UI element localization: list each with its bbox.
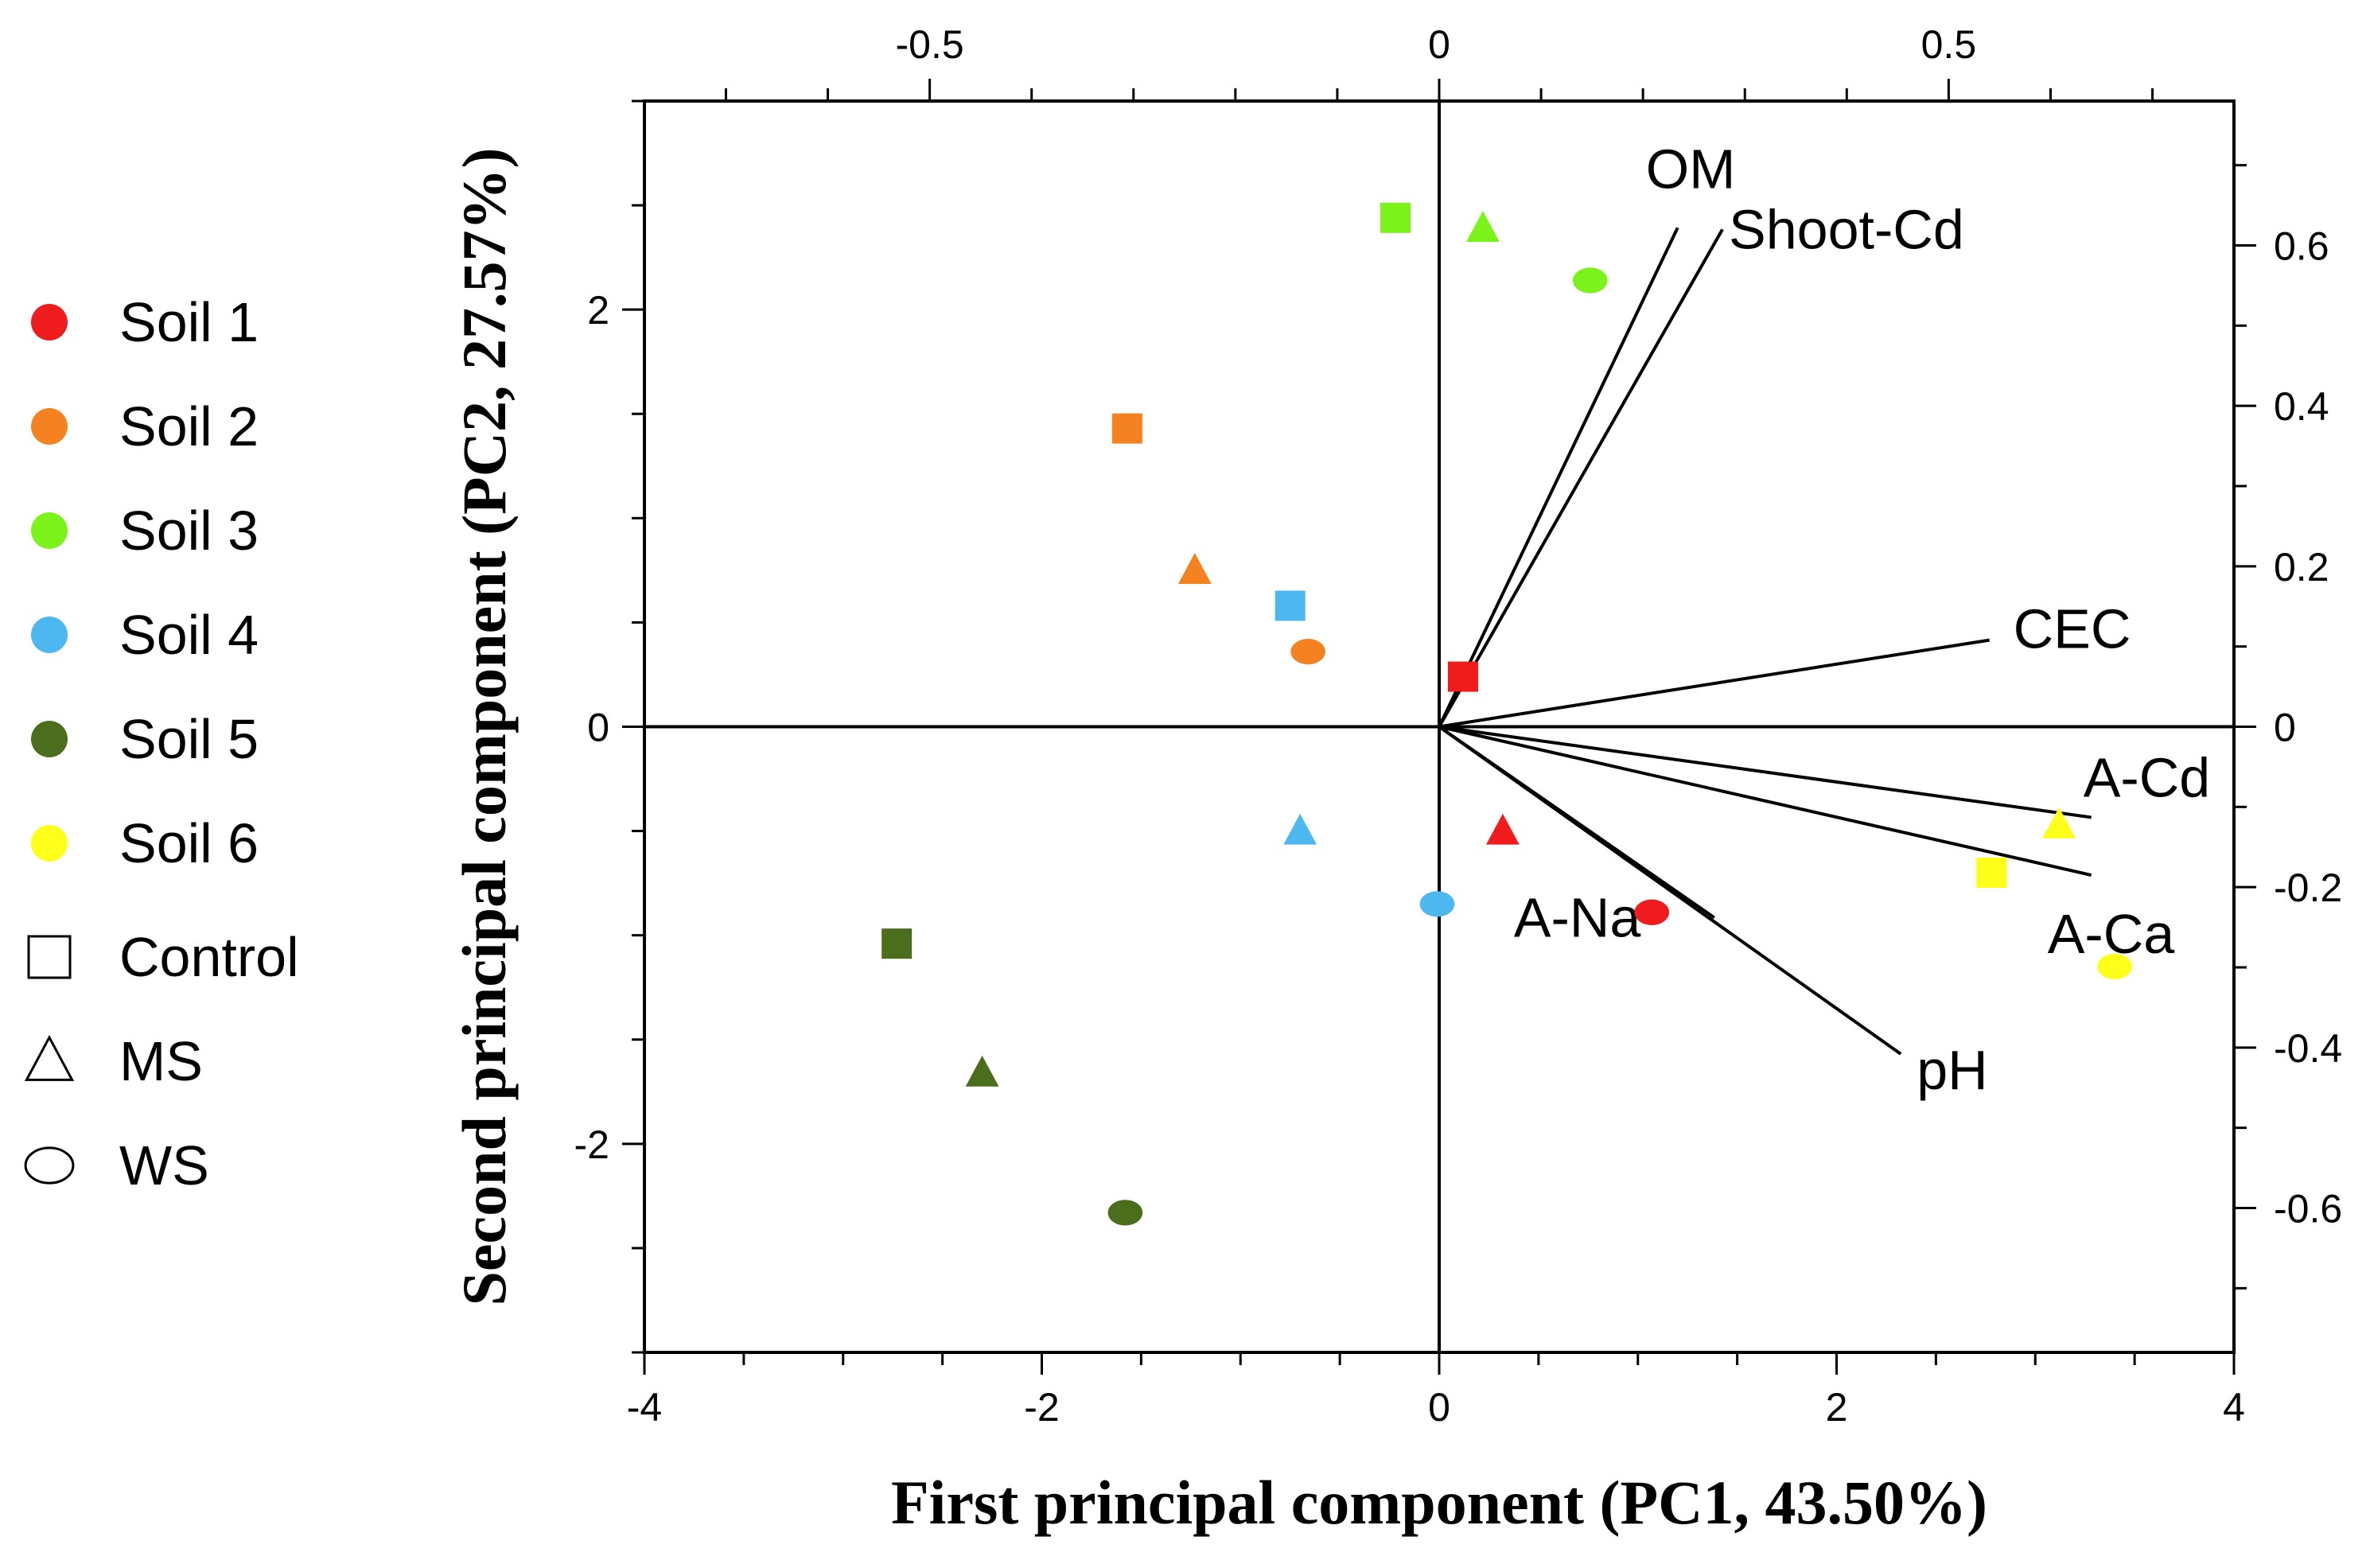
x-tick-label: 0 [1428,1385,1450,1430]
score-point-soil5-ws [1107,1200,1143,1226]
right-tick-label: 0 [2274,706,2296,750]
score-points [881,202,2132,1226]
legend-label-soil4: Soil 4 [119,604,259,666]
top-tick-label: 0.5 [1921,22,1977,67]
right-tick-label: 0.4 [2274,384,2329,429]
score-point-soil4-ws [1419,891,1455,917]
score-point-soil1-ms [1486,813,1520,845]
legend-label-control: Control [119,926,299,988]
score-point-soil2-ms [1177,553,1212,584]
legend-label-ms: MS [119,1030,203,1092]
right-tick-label: 0.6 [2274,224,2329,269]
loading-vector-a-na [1438,725,1715,920]
legend-label-soil5: Soil 5 [119,708,259,770]
x-tick-label: -2 [1024,1385,1059,1430]
score-point-soil1-ws [1634,899,1670,925]
top-tick-label: 0 [1428,22,1450,67]
x-tick-label: -4 [627,1385,662,1430]
score-point-soil6-ms [2042,807,2076,838]
score-point-soil4-ms [1283,813,1317,845]
loading-vector-a-ca [1438,725,2092,877]
legend-swatch-soil5 [31,721,68,757]
score-point-soil2-ws [1290,638,1326,665]
legend-swatch-soil6 [31,825,68,862]
x-axis-title: First principal component (PC1, 43.50%) [891,1468,1987,1537]
legend-label-soil2: Soil 2 [119,395,259,457]
legend-label-soil6: Soil 6 [119,812,259,874]
right-tick-label: 0.2 [2274,545,2329,589]
legend-symbol-ws [24,1146,75,1185]
score-point-soil4-control [1275,590,1306,621]
score-point-soil6-control [1976,858,2007,889]
y-tick-label: 2 [587,288,609,333]
x-tick-label: 2 [1826,1385,1848,1430]
loading-vector-shoot-cd [1438,228,1724,728]
top-tick-label: -0.5 [896,22,964,67]
score-point-soil6-ws [2097,953,2132,980]
y-tick-label: -2 [574,1123,609,1167]
score-point-soil2-control [1111,413,1142,444]
legend-swatch-soil2 [31,408,68,445]
legend-symbol-ms [24,1034,75,1081]
y-axis-title: Second principal component (PC2, 27.57%) [449,147,519,1305]
score-point-soil1-control [1447,661,1478,692]
legend-label-soil1: Soil 1 [119,291,259,353]
score-point-soil5-ms [965,1055,999,1087]
loading-vector-om [1438,227,1679,728]
loading-label-a-cd: A-Cd [2084,746,2210,808]
legend-symbol-control [27,935,72,979]
right-tick-label: -0.2 [2274,866,2342,910]
legend-swatch-soil4 [31,617,68,653]
score-point-soil5-control [881,928,913,959]
x-tick-label: 4 [2223,1385,2245,1430]
loading-label-a-na: A-Na [1514,886,1641,948]
axes-layer: -4 -2 0 2 4 -2 0 2 -0.5 0 0.5 0.6 0.4 0.2 0 -0.2 -0.4 -0.… [574,22,2343,1430]
legend-label-soil3: Soil 3 [119,500,259,562]
loading-label-om: OM [1646,138,1736,200]
y-tick-label: 0 [587,706,609,750]
score-point-soil3-ms [1466,211,1500,243]
right-tick-label: -0.4 [2274,1026,2342,1071]
loading-vector-cec [1438,638,1990,729]
right-tick-label: -0.6 [2274,1187,2342,1231]
legend-label-ws: WS [119,1134,209,1196]
score-point-soil3-control [1380,202,1411,233]
loading-label-ph: pH [1917,1039,1987,1101]
loading-vector-a-cd [1438,725,2092,819]
loading-label-shoot-cd: Shoot-Cd [1729,198,1964,260]
legend: Soil 1 Soil 2 Soil 3 Soil 4 Soil 5 Soil 6 Cont… [24,291,299,1196]
loading-label-cec: CEC [2014,598,2131,660]
legend-swatch-soil1 [31,304,68,340]
score-point-soil3-ws [1572,267,1608,294]
legend-swatch-soil3 [31,512,68,549]
